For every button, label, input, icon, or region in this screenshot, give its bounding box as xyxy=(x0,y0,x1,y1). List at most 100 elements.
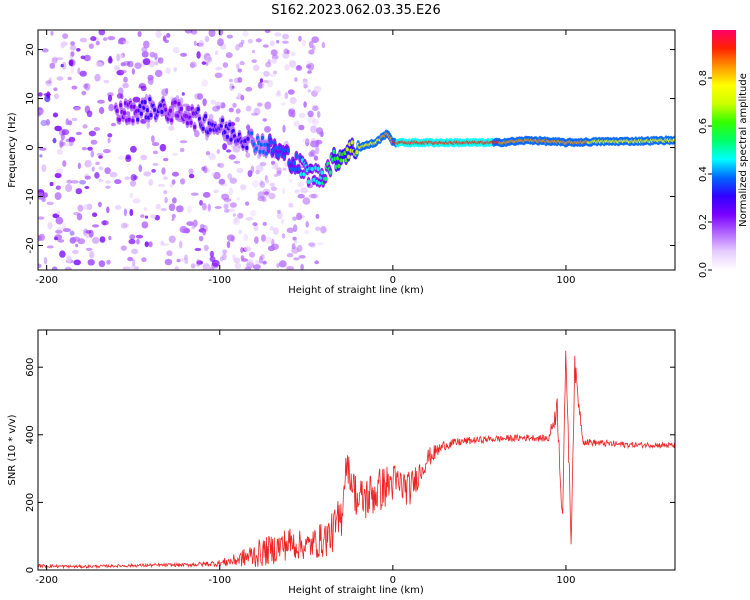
spectrogram-cell xyxy=(280,102,286,106)
spectrogram-cell xyxy=(262,260,267,265)
spectrogram-cell xyxy=(88,43,94,49)
spectrogram-cell xyxy=(97,99,105,104)
colorbar: 0.0 0.2 0.4 0.6 0.8 Normalized spectral ampl… xyxy=(698,30,749,278)
spectrogram-cell xyxy=(314,260,320,265)
spectrogram-cell xyxy=(298,124,305,131)
y-tick-label: 20 xyxy=(25,43,36,56)
spectrogram-cell xyxy=(224,208,229,213)
spectrogram-cell xyxy=(52,137,57,144)
spectrogram-cell xyxy=(252,264,261,270)
spectrogram-cell xyxy=(88,130,97,137)
spectrogram-cell xyxy=(273,173,278,177)
spectrogram-cell xyxy=(315,139,323,145)
spectrogram-cell xyxy=(134,62,142,69)
spectrogram-cell xyxy=(278,260,287,268)
spectrogram-cell xyxy=(312,105,319,111)
spectrogram-cell xyxy=(62,33,69,39)
spectrogram-cell xyxy=(270,49,278,56)
spectrogram-cell xyxy=(108,103,115,112)
spectrogram-cell xyxy=(160,240,164,246)
spectrogram-ridge-core xyxy=(176,113,180,118)
spectrogram-cell xyxy=(286,253,294,258)
spectrogram-ridge-core xyxy=(153,107,157,113)
spectrogram-cell xyxy=(62,160,67,167)
figure-title: S162.2023.062.03.35.E26 xyxy=(271,3,440,18)
spectrogram-cell xyxy=(184,30,193,34)
spectrogram-cell xyxy=(86,110,93,118)
spectrogram-cell xyxy=(105,180,112,184)
spectrogram-cell xyxy=(198,39,205,48)
spectrogram-cell xyxy=(107,94,113,102)
spectrogram-cell xyxy=(81,90,87,96)
spectrogram-cell xyxy=(151,169,156,173)
spectrogram-cell xyxy=(267,79,273,88)
spectrogram-cell xyxy=(222,249,228,254)
spectrogram-ridge-core xyxy=(117,117,122,122)
spectrogram-cell xyxy=(69,45,77,51)
spectrogram-frame xyxy=(37,29,676,271)
colorbar-label: Normalized spectral amplitude xyxy=(738,73,749,227)
spectrogram-cell xyxy=(305,64,312,69)
spectrogram-cell xyxy=(211,172,215,177)
spectrogram-cell xyxy=(47,222,53,230)
spectrogram-cell xyxy=(306,60,311,66)
spectrogram-cell xyxy=(79,180,87,185)
spectrogram-cell xyxy=(98,178,104,183)
spectrogram-cell xyxy=(218,162,225,168)
spectrogram-ridge-core xyxy=(316,166,320,172)
spectrogram-cell xyxy=(98,166,104,171)
spectrogram-cell xyxy=(56,57,64,61)
spectrogram-cell xyxy=(201,79,208,87)
spectrogram-cell xyxy=(264,126,271,133)
spectrogram-cell xyxy=(186,205,192,214)
spectrogram-cell xyxy=(292,216,297,221)
spectrogram-cell xyxy=(247,39,253,44)
spectrogram-cell xyxy=(85,247,93,251)
spectrogram-cell xyxy=(272,70,278,75)
spectrogram-cell xyxy=(152,150,159,155)
spectrogram-cell xyxy=(255,38,262,43)
spectrogram-ridge-core xyxy=(148,97,152,102)
spectrogram-cell xyxy=(198,235,204,242)
spectrogram-cell xyxy=(161,88,169,97)
spectrogram-cell xyxy=(234,262,241,270)
spectrogram-cell xyxy=(270,186,278,192)
spectrogram-cell xyxy=(129,192,134,199)
spectrogram-cell xyxy=(291,243,296,250)
spectrogram-cell xyxy=(238,42,244,48)
spectrogram-cell xyxy=(42,192,48,198)
spectrogram-cell xyxy=(233,77,241,84)
spectrogram-cell xyxy=(168,235,176,244)
spectrogram-cell xyxy=(186,105,192,112)
spectrogram-ridge-core xyxy=(119,103,123,108)
spectrogram-cell xyxy=(38,143,42,147)
spectrogram-ridge-core xyxy=(225,134,229,139)
spectrogram-cell xyxy=(98,155,103,159)
spectrogram-cell xyxy=(181,257,189,263)
spectrogram-cell xyxy=(141,51,149,58)
spectrogram-cell xyxy=(77,67,81,75)
x-tick-label: -200 xyxy=(35,275,58,286)
spectrogram-cell xyxy=(305,138,310,147)
spectrogram-cell xyxy=(90,36,97,42)
spectrogram-cell xyxy=(87,146,93,151)
spectrogram-cell xyxy=(199,224,205,229)
spectrogram-cell xyxy=(87,259,95,266)
y-tick-label: 0 xyxy=(25,567,36,573)
spectrogram-cell xyxy=(55,216,64,225)
spectrogram-cell xyxy=(132,198,141,204)
spectrogram-cell xyxy=(65,184,73,192)
spectrogram-cell xyxy=(178,240,183,249)
spectrogram-cell xyxy=(83,83,89,89)
spectrogram-cell xyxy=(199,199,203,206)
spectrogram-cell xyxy=(194,93,201,100)
spectrogram-cell xyxy=(79,37,88,43)
spectrogram-cell xyxy=(287,89,295,95)
spectrogram-cell xyxy=(242,31,249,37)
spectrogram-cell xyxy=(286,227,295,234)
spectrogram-cell xyxy=(120,222,128,229)
spectrogram-cell xyxy=(70,41,75,46)
spectrogram-cell xyxy=(136,238,140,245)
spectrogram-cell xyxy=(257,191,265,199)
spectrogram-cell xyxy=(75,243,79,248)
